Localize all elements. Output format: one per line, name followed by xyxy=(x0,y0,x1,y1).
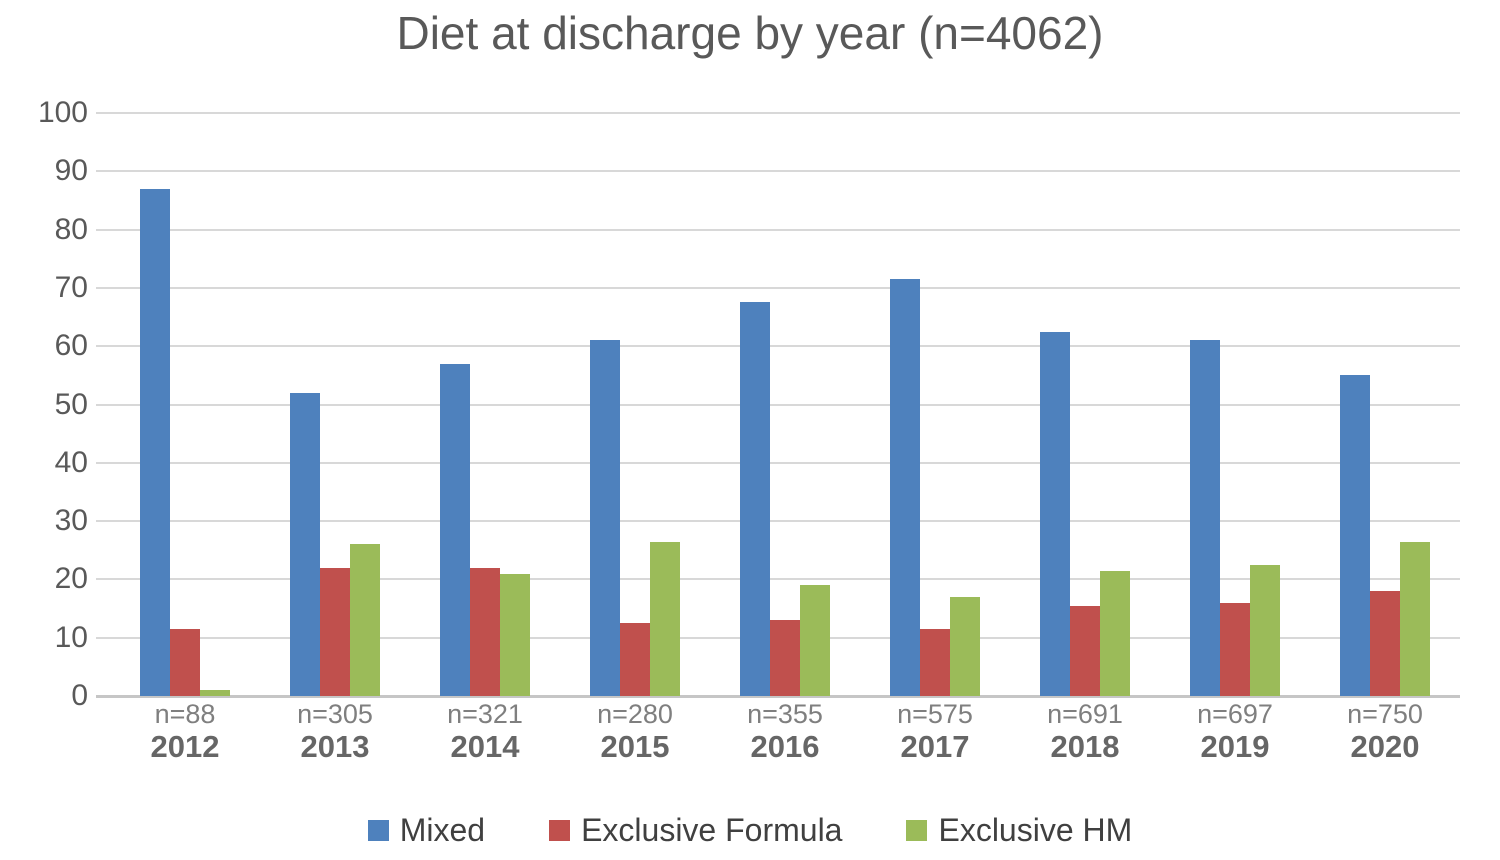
x-label-cell-2020: n=750 2020 xyxy=(1310,699,1460,765)
y-axis-tick-label: 20 xyxy=(54,562,88,596)
x-axis-n-label: n=88 xyxy=(154,699,216,729)
x-axis-n-label: n=750 xyxy=(1347,699,1423,729)
x-axis-n-label: n=691 xyxy=(1047,699,1123,729)
bar-exclusive-formula-2013 xyxy=(320,567,350,696)
bar-exclusive-formula-2012 xyxy=(170,628,200,696)
bar-exclusive-hm-2020 xyxy=(1400,541,1430,696)
plot-area xyxy=(96,112,1460,698)
legend-item-mixed: Mixed xyxy=(367,812,486,849)
bar-exclusive-hm-2013 xyxy=(350,544,380,696)
y-axis-tick-label: 90 xyxy=(54,154,88,188)
x-label-cell-2015: n=280 2015 xyxy=(560,699,710,765)
bar-mixed-2015 xyxy=(590,340,620,696)
bar-exclusive-formula-2019 xyxy=(1220,602,1250,696)
x-axis-n-label: n=355 xyxy=(747,699,823,729)
legend-swatch xyxy=(367,820,389,841)
bar-mixed-2012 xyxy=(140,188,170,696)
y-axis-tick-label: 80 xyxy=(54,212,88,246)
x-axis-year-label: 2020 xyxy=(1350,729,1420,764)
legend-label: Exclusive Formula xyxy=(581,812,843,848)
x-axis-labels: n=88 2012 n=305 2013 n=321 2014 n=280 2015 n=355… xyxy=(110,699,1460,765)
x-label-cell-2014: n=321 2014 xyxy=(410,699,560,765)
bar-exclusive-formula-2016 xyxy=(770,620,800,696)
x-axis-baseline xyxy=(96,695,1460,698)
y-axis-tick-label: 40 xyxy=(54,445,88,479)
gridline xyxy=(96,228,1460,231)
bar-exclusive-hm-2019 xyxy=(1250,564,1280,696)
bar-mixed-2016 xyxy=(740,302,770,696)
y-axis-tick-label: 60 xyxy=(54,329,88,363)
y-axis-tick-label: 100 xyxy=(37,96,88,129)
legend-swatch xyxy=(906,820,928,841)
x-axis-year-label: 2012 xyxy=(150,729,220,764)
x-axis-year-label: 2014 xyxy=(450,729,520,764)
gridline xyxy=(96,578,1460,581)
bar-group-2018 xyxy=(1010,113,1160,696)
x-label-cell-2016: n=355 2016 xyxy=(710,699,860,765)
bar-exclusive-formula-2015 xyxy=(620,623,650,696)
chart-title: Diet at discharge by year (n=4062) xyxy=(396,7,1104,59)
bar-mixed-2013 xyxy=(290,392,320,696)
bar-mixed-2018 xyxy=(1040,331,1070,696)
bar-exclusive-hm-2017 xyxy=(950,596,980,696)
bar-group-2013 xyxy=(260,113,410,696)
x-axis-year-label: 2018 xyxy=(1050,729,1120,764)
x-axis-n-label: n=305 xyxy=(297,699,373,729)
bar-mixed-2019 xyxy=(1190,340,1220,696)
bar-mixed-2014 xyxy=(440,363,470,696)
bar-groups xyxy=(110,113,1460,696)
bar-exclusive-hm-2016 xyxy=(800,585,830,696)
bar-mixed-2017 xyxy=(890,279,920,696)
bar-exclusive-formula-2020 xyxy=(1370,591,1400,696)
bar-exclusive-hm-2012 xyxy=(200,690,230,696)
bar-group-2019 xyxy=(1160,113,1310,696)
y-axis-tick-label: 50 xyxy=(54,387,88,421)
x-axis-n-label: n=697 xyxy=(1197,699,1273,729)
x-label-cell-2017: n=575 2017 xyxy=(860,699,1010,765)
bar-exclusive-formula-2017 xyxy=(920,628,950,696)
legend-item-exclusive-hm: Exclusive HM xyxy=(906,812,1132,849)
bar-group-2020 xyxy=(1310,113,1460,696)
gridline xyxy=(96,170,1460,173)
legend: Mixed Exclusive Formula Exclusive HM xyxy=(0,812,1500,849)
y-axis-tick-label: 70 xyxy=(54,270,88,304)
x-axis-n-label: n=321 xyxy=(447,699,523,729)
x-axis-year-label: 2016 xyxy=(750,729,820,764)
gridline xyxy=(96,461,1460,464)
x-label-cell-2018: n=691 2018 xyxy=(1010,699,1160,765)
x-axis-year-label: 2019 xyxy=(1200,729,1270,764)
legend-label: Exclusive HM xyxy=(938,812,1133,848)
x-axis-n-label: n=575 xyxy=(897,699,973,729)
bar-mixed-2020 xyxy=(1340,375,1370,696)
legend-label: Mixed xyxy=(399,812,486,848)
bar-exclusive-formula-2014 xyxy=(470,567,500,696)
legend-item-exclusive-formula: Exclusive Formula xyxy=(549,812,842,849)
bar-exclusive-hm-2018 xyxy=(1100,570,1130,696)
y-axis-tick-label: 0 xyxy=(71,679,88,712)
y-axis-tick-label: 10 xyxy=(54,620,88,654)
bar-exclusive-hm-2015 xyxy=(650,541,680,696)
bar-group-2014 xyxy=(410,113,560,696)
bar-group-2017 xyxy=(860,113,1010,696)
x-axis-year-label: 2015 xyxy=(600,729,670,764)
gridline xyxy=(96,112,1460,114)
bar-exclusive-formula-2018 xyxy=(1070,605,1100,696)
gridline xyxy=(96,345,1460,348)
bar-group-2016 xyxy=(710,113,860,696)
x-label-cell-2013: n=305 2013 xyxy=(260,699,410,765)
gridline xyxy=(96,403,1460,406)
x-label-cell-2012: n=88 2012 xyxy=(110,699,260,765)
x-label-cell-2019: n=697 2019 xyxy=(1160,699,1310,765)
bar-group-2012 xyxy=(110,113,260,696)
x-axis-year-label: 2017 xyxy=(900,729,970,764)
gridline xyxy=(96,520,1460,523)
x-axis-year-label: 2013 xyxy=(300,729,370,764)
bar-exclusive-hm-2014 xyxy=(500,573,530,696)
y-axis-tick-label: 30 xyxy=(54,504,88,538)
bar-group-2015 xyxy=(560,113,710,696)
legend-swatch xyxy=(549,820,571,841)
gridline xyxy=(96,286,1460,289)
x-axis-n-label: n=280 xyxy=(597,699,673,729)
